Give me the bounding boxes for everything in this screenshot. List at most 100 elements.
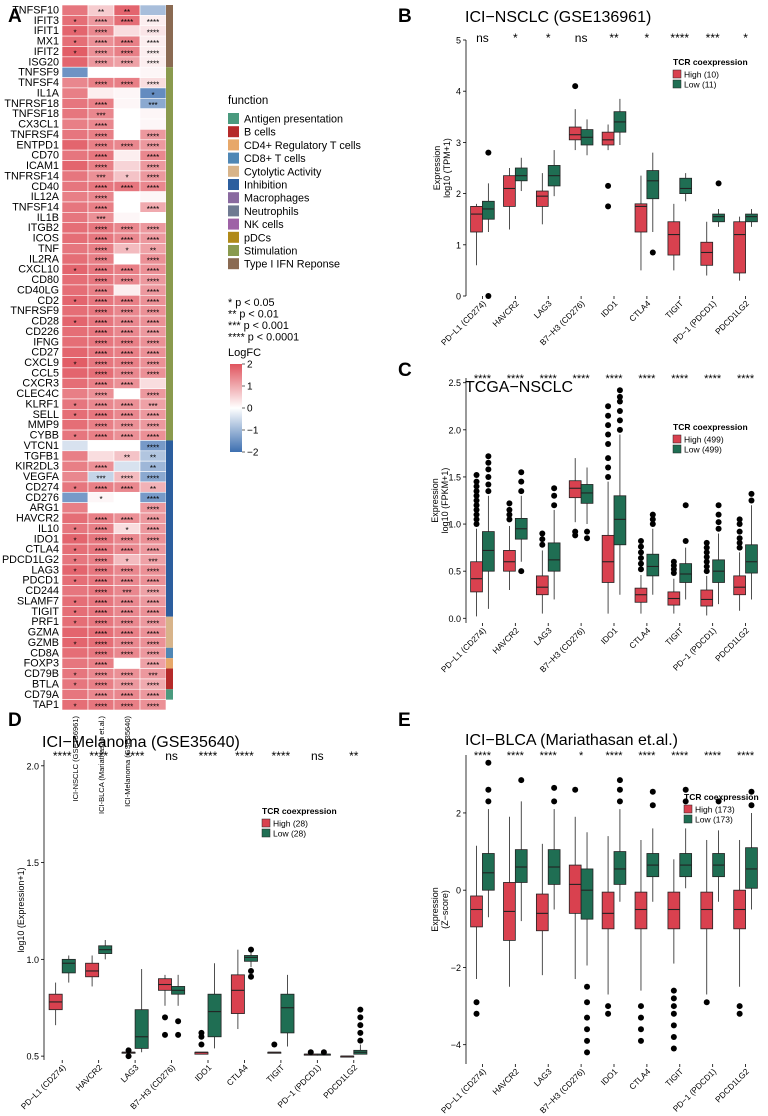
heatmap-cell-significance: **** [95,547,107,556]
box-outlier [473,1010,480,1017]
heatmap-cell-significance: **** [147,568,159,577]
function-legend-swatch [228,179,239,190]
box-iqr [679,177,693,195]
y-tick-label: 1.0 [26,955,39,965]
heatmap-cell-significance: *** [122,588,131,597]
legend-title: TCR coexpression [673,422,748,432]
heatmap-cell-significance: *** [148,101,157,110]
heatmap-cell [113,129,141,141]
heatmap-row-label: CD79B [24,668,59,680]
heatmap-row-label: CD2 [37,295,59,307]
heatmap-cell-significance: **** [95,277,107,286]
heatmap-row-label: CD276 [25,492,59,504]
heatmap-row-label: IL1A [37,87,60,99]
heatmap-cell-significance: **** [147,267,159,276]
box-outlier [670,1033,677,1040]
heatmap-cell-significance: **** [147,578,159,587]
heatmap-cell-significance: **** [95,132,107,141]
heatmap-row-label: MMP9 [28,419,59,431]
heatmap-cell [113,212,141,224]
box-outlier [248,967,255,974]
significance-label: **** [704,373,722,385]
box-outlier [605,440,612,447]
heatmap-cell [61,284,89,296]
heatmap-cell-significance: **** [121,60,133,69]
heatmap-cell-significance: **** [95,329,107,338]
heatmap-cell-significance: **** [95,516,107,525]
heatmap-cell-significance: **** [95,153,107,162]
function-annotation-bar [166,67,173,441]
heatmap-cell [61,647,89,659]
heatmap-cell [139,699,167,711]
heatmap-column-label: ICI-NSCLC (GSE136961) [71,716,80,802]
box-iqr [646,170,660,200]
box-outlier [715,502,722,509]
heatmap-cell [61,512,89,524]
box-outlier [715,180,722,187]
heatmap-cell [113,388,141,400]
significance-label: **** [507,373,525,385]
panel-label-d: D [8,710,22,731]
box-outlier [357,1014,364,1021]
y-tick-label: 2.0 [448,425,461,435]
box-iqr [667,221,681,256]
y-axis-label: log10 (Expression+1) [16,867,26,952]
heatmap-cell [61,388,89,400]
legend-swatch [672,434,682,444]
heatmap-cell-significance: **** [95,578,107,587]
heatmap-cell-significance: * [73,485,76,494]
heatmap-cell-significance: **** [95,381,107,390]
box-outlier [584,999,591,1006]
heatmap-cell-significance: **** [95,143,107,152]
chart-title: ICI−BLCA (Mariathasan et.al.) [465,732,678,749]
box-outlier [473,999,480,1006]
heatmap-cell-significance: **** [95,60,107,69]
box-outlier [637,554,644,561]
heatmap-cell-significance: **** [121,630,133,639]
heatmap-cell-significance: **** [121,371,133,380]
heatmap-cell [139,212,167,224]
heatmap-cell [61,108,89,120]
heatmap-cell-significance: **** [121,18,133,27]
box-outlier [518,777,525,784]
heatmap-row-label: CD28 [31,316,59,328]
box-outlier [703,554,710,561]
heatmap-cell [113,87,141,99]
heatmap-cell-significance: ** [150,485,156,494]
box-outlier [605,1010,612,1017]
heatmap-cell-significance: **** [95,49,107,58]
significance-label: **** [235,749,254,763]
colorbar-tick-label: 2 [247,360,253,371]
heatmap-cell [61,160,89,172]
significance-label: **** [737,373,755,385]
heatmap-cell [113,160,141,172]
y-tick-label: 3 [456,138,461,148]
panel-label-b: B [398,6,412,27]
heatmap-column-label: ICI-Melanoma (GSE35640) [123,716,132,807]
y-tick-label: 2 [456,808,461,818]
heatmap-cell-significance: **** [147,163,159,172]
legend-label: High (499) [684,435,724,445]
box-outlier [736,521,743,528]
heatmap-cell [113,491,141,503]
box-outlier [605,473,612,480]
box-outlier [473,502,480,509]
box-outlier [175,1018,182,1025]
heatmap-cell-significance: **** [147,371,159,380]
heatmap-cell-significance: **** [121,267,133,276]
heatmap-row-label: ITGB2 [28,222,59,234]
significance-label: * [513,31,518,45]
heatmap-cell-significance: * [73,360,76,369]
heatmap-cell-significance: * [73,29,76,38]
box-outlier [736,544,743,551]
heatmap-cell [113,66,141,78]
box-outlier [518,568,525,575]
significance-label: **** [638,750,656,762]
heatmap-row-label: CTLA4 [25,544,59,556]
box-outlier [703,558,710,565]
heatmap-cell-significance: **** [147,329,159,338]
heatmap-cell-significance: ** [124,8,130,17]
box-outlier [198,1029,205,1036]
function-legend-swatch [228,231,239,243]
heatmap-cell-significance: **** [95,682,107,691]
